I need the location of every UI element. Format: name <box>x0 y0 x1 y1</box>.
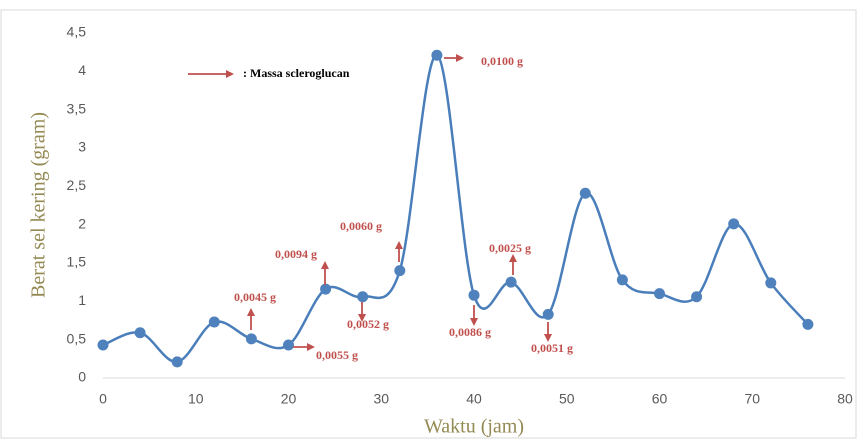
y-tick-label: 2 <box>78 215 86 231</box>
y-tick-label: 1,5 <box>67 254 87 270</box>
annotation: 0,0086 g <box>449 325 491 339</box>
annotation: 0,0055 g <box>316 348 358 362</box>
data-point <box>579 187 591 199</box>
data-point <box>616 274 628 286</box>
data-point <box>320 283 332 295</box>
y-tick-label: 0,5 <box>67 330 87 346</box>
y-tick-label: 4 <box>78 62 86 78</box>
series-line <box>102 53 809 364</box>
data-point <box>765 277 777 289</box>
y-tick-label: 1 <box>78 292 86 308</box>
annotation: 0,0052 g <box>347 317 389 331</box>
y-tick-label: 2,5 <box>67 177 87 193</box>
data-point <box>134 327 146 339</box>
y-tick-label: 3 <box>78 139 86 155</box>
y-tick-label: 3,5 <box>67 100 87 116</box>
data-point <box>283 339 294 351</box>
x-tick-label: 20 <box>281 391 297 407</box>
annotation: 0,0025 g <box>489 241 531 255</box>
x-tick-label: 50 <box>559 391 575 407</box>
x-tick-label: 0 <box>99 391 107 407</box>
data-point <box>431 49 443 61</box>
data-point <box>245 333 257 345</box>
y-tick-label: 0 <box>78 369 86 385</box>
x-tick-label: 70 <box>744 391 760 407</box>
data-point <box>542 308 554 320</box>
data-point <box>171 356 183 368</box>
y-tick-label: 4,5 <box>67 24 87 40</box>
data-point <box>505 276 517 288</box>
y-axis-title: Berat sel kering (gram) <box>28 112 50 298</box>
annotation: 0,0045 g <box>234 290 276 304</box>
x-axis-title: Waktu (jam) <box>424 416 524 438</box>
data-point <box>394 265 406 277</box>
data-point <box>691 291 703 303</box>
data-point <box>654 288 665 300</box>
x-tick-label: 60 <box>652 391 668 407</box>
data-point <box>802 318 814 330</box>
annotation: 0,0100 g <box>481 54 523 68</box>
data-point <box>208 316 220 328</box>
data-point <box>357 291 369 303</box>
legend-text: : Massa scleroglucan <box>243 66 350 80</box>
annotation: 0,0051 g <box>531 341 573 355</box>
x-tick-label: 30 <box>373 391 389 407</box>
annotation: 0,0094 g <box>275 247 317 261</box>
annotation: 0,0060 g <box>340 219 382 233</box>
x-tick-label: 10 <box>188 391 204 407</box>
chart-border <box>0 9 857 439</box>
data-point <box>468 289 480 301</box>
x-tick-label: 80 <box>837 391 853 407</box>
data-point <box>97 339 109 351</box>
x-tick-label: 40 <box>466 391 482 407</box>
data-point <box>728 218 740 230</box>
